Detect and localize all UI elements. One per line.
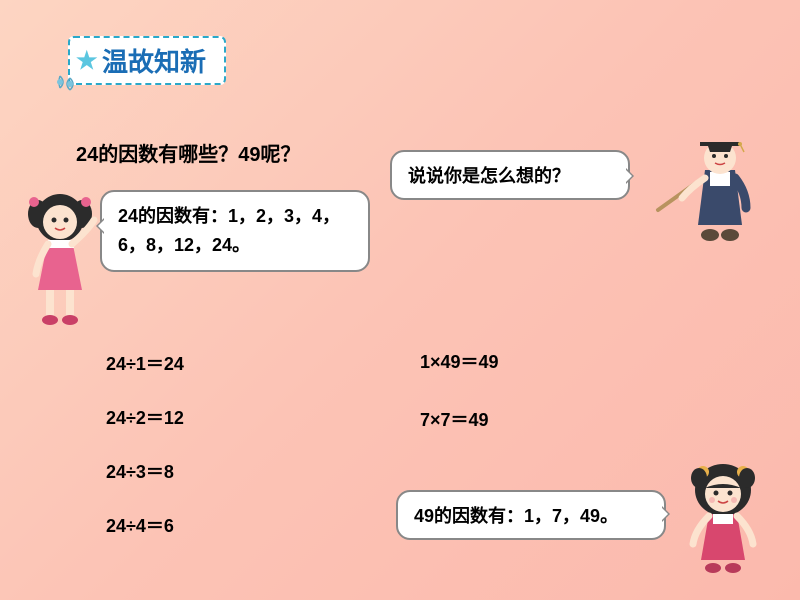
star-icon: ★: [76, 46, 98, 75]
equation-div-1: 24÷1＝24: [106, 350, 184, 376]
banner-text: 温故知新: [102, 48, 206, 77]
equation-mul-2: 7×7＝49: [420, 406, 489, 432]
main-question: 24的因数有哪些？49呢？: [76, 138, 301, 167]
equation-div-2: 24÷2＝12: [106, 404, 184, 430]
equation-div-3: 24÷3＝8: [106, 458, 174, 484]
bubble-right-top-text: 说说你是怎么想的？: [408, 166, 570, 186]
speech-bubble-right-top: 说说你是怎么想的？: [390, 150, 630, 200]
bubble-left-text: 24的因数有：1，2，3，4，6，8，12，24。: [118, 206, 340, 255]
professor-character: [650, 130, 760, 250]
equation-div-4: 24÷4＝6: [106, 512, 174, 538]
speech-bubble-right-bottom: 49的因数有：1，7，49。: [396, 490, 666, 540]
title-banner: ★ 温故知新: [68, 36, 226, 85]
girl-left-character: [20, 190, 100, 330]
girl-right-character: [675, 460, 770, 580]
bow-icon: [56, 74, 84, 94]
bubble-right-bottom-text: 49的因数有：1，7，49。: [414, 506, 618, 526]
equation-mul-1: 1×49＝49: [420, 348, 499, 374]
speech-bubble-left: 24的因数有：1，2，3，4，6，8，12，24。: [100, 190, 370, 272]
